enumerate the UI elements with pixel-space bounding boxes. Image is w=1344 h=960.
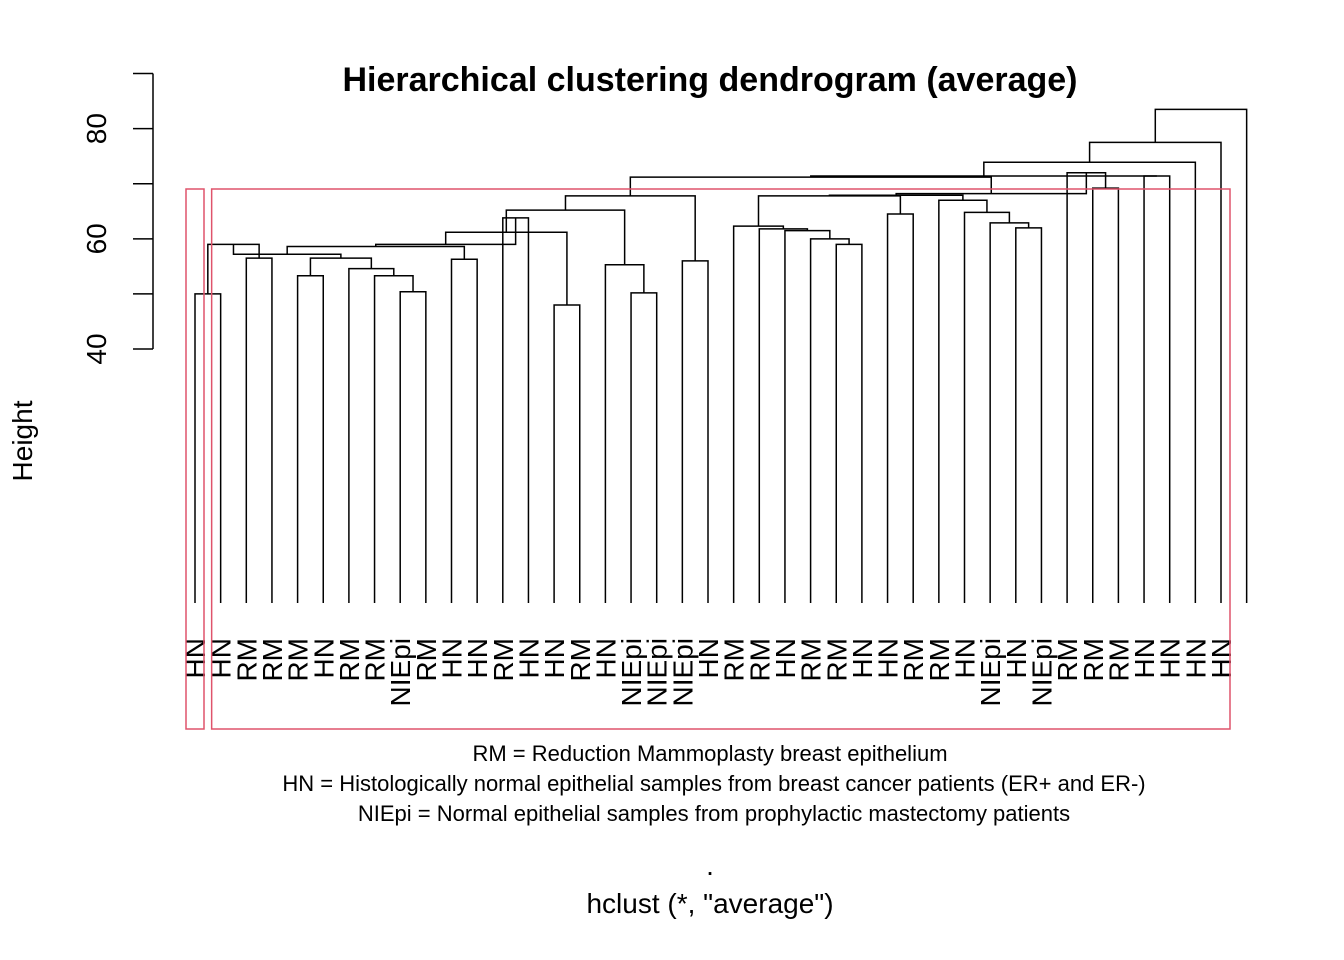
dendrogram-merge: [983, 161, 1197, 603]
dendrogram-merge: [502, 217, 530, 603]
dendrogram-merge: [1092, 187, 1120, 603]
dendrogram-merge: [232, 244, 342, 259]
legend-line-niepi: NIEpi = Normal epithelial samples from p…: [358, 801, 1070, 826]
leaf-label: RM: [1078, 638, 1109, 682]
dendrogram-merge: [296, 274, 324, 603]
cluster-box: [210, 188, 1231, 730]
leaf-label: RM: [719, 638, 750, 682]
y-tick-label: 40: [81, 333, 112, 364]
dendrogram-merge: [505, 209, 626, 265]
dendrogram-merge: [809, 238, 850, 603]
leaf-label: NIEpi: [642, 638, 673, 706]
dendrogram-merge: [444, 231, 568, 305]
dendrogram-merge: [629, 176, 993, 196]
leaf-label: RM: [565, 638, 596, 682]
dendrogram-merge: [938, 199, 988, 603]
leaf-label: RM: [488, 638, 519, 682]
dendrogram-merge: [375, 217, 517, 247]
dendrogram-merge: [1015, 227, 1043, 603]
leaf-label: RM: [796, 638, 827, 682]
cluster-box: [185, 188, 205, 730]
dendrogram-merge: [835, 243, 863, 603]
chart-title: Hierarchical clustering dendrogram (aver…: [342, 61, 1077, 99]
dendrogram-merge: [1143, 175, 1171, 603]
leaf-label: RM: [257, 638, 288, 682]
leaf-label: NIEpi: [385, 638, 416, 706]
leaf-label: RM: [1103, 638, 1134, 682]
dendrogram-tree: [194, 108, 1248, 603]
leaf-label: RM: [283, 638, 314, 682]
dendrogram-merge: [1154, 108, 1248, 603]
leaf-label: HN: [206, 638, 237, 678]
dendrogram-merge: [963, 211, 1011, 603]
x-axis-label: .: [706, 850, 714, 881]
dendrogram-merge: [194, 293, 222, 603]
leaf-label: NIEpi: [975, 638, 1006, 706]
leaf-label: HN: [1206, 638, 1237, 678]
dendrogram-merge: [1088, 141, 1222, 603]
leaf-label: RM: [231, 638, 262, 682]
y-tick-label: 80: [81, 113, 112, 144]
leaf-label: NIEpi: [667, 638, 698, 706]
dendrogram-merge: [604, 263, 645, 603]
dendrogram-merge: [732, 225, 785, 603]
dendrogram-merge: [564, 195, 696, 261]
legend-line-rm: RM = Reduction Mammoplasty breast epithe…: [472, 741, 947, 766]
dendrogram-merge: [286, 245, 466, 260]
leaf-label: HN: [308, 638, 339, 678]
dendrogram-merge: [630, 292, 658, 603]
leaf-label: RM: [334, 638, 365, 682]
dendrogram-merge: [1066, 171, 1107, 603]
leaf-label: RM: [924, 638, 955, 682]
leaf-label: HN: [437, 638, 468, 678]
leaf-label: HN: [1129, 638, 1160, 678]
dendrogram-merge: [553, 304, 581, 603]
dendrogram-merge: [989, 222, 1030, 603]
leaf-label: HN: [950, 638, 981, 678]
dendrogram-merge: [895, 172, 1088, 196]
leaf-label: HN: [1001, 638, 1032, 678]
dendrogram-merge: [886, 213, 914, 603]
leaf-label: HN: [513, 638, 544, 678]
dendrogram-merge: [758, 228, 809, 603]
leaf-label: HN: [590, 638, 621, 678]
dendrogram-merge: [373, 274, 414, 603]
leaf-label: NIEpi: [1026, 638, 1057, 706]
y-axis: 40 60 80: [81, 72, 154, 365]
leaf-label: RM: [411, 638, 442, 682]
leaf-label: HN: [1180, 638, 1211, 678]
leaf-label: HN: [847, 638, 878, 678]
legend-line-hn: HN = Histologically normal epithelial sa…: [282, 771, 1145, 796]
leaf-labels: HNHNRMRMRMHNRMRMNIEpiRMHNHNRMHNHNRMHNNIE…: [180, 638, 1237, 706]
dendrogram-merge: [450, 258, 478, 603]
dendrogram-merge: [245, 257, 273, 603]
leaf-label: HN: [462, 638, 493, 678]
leaf-label: HN: [693, 638, 724, 678]
y-tick-label: 60: [81, 223, 112, 254]
leaf-label: RM: [898, 638, 929, 682]
dendrogram-merge: [399, 290, 427, 603]
leaf-label: NIEpi: [616, 638, 647, 706]
leaf-label: HN: [539, 638, 570, 678]
y-axis-label: Height: [7, 400, 38, 481]
dendrogram-merge: [309, 257, 373, 276]
leaf-label: HN: [770, 638, 801, 678]
dendrogram-merge: [348, 267, 395, 603]
leaf-label: RM: [360, 638, 391, 682]
leaf-label: HN: [1155, 638, 1186, 678]
dendrogram-merge: [784, 229, 831, 603]
leaf-label: HN: [180, 638, 211, 678]
leaf-label: RM: [744, 638, 775, 682]
leaf-label: RM: [1052, 638, 1083, 682]
cluster-boxes: [185, 188, 1231, 730]
dendrogram-merge: [810, 175, 1157, 178]
subtitle: hclust (*, "average"): [586, 888, 833, 919]
leaf-label: RM: [821, 638, 852, 682]
dendrogram-merge: [757, 195, 902, 227]
dendrogram-merge: [681, 260, 709, 603]
leaf-label: HN: [873, 638, 904, 678]
dendrogram-merge: [828, 194, 964, 201]
